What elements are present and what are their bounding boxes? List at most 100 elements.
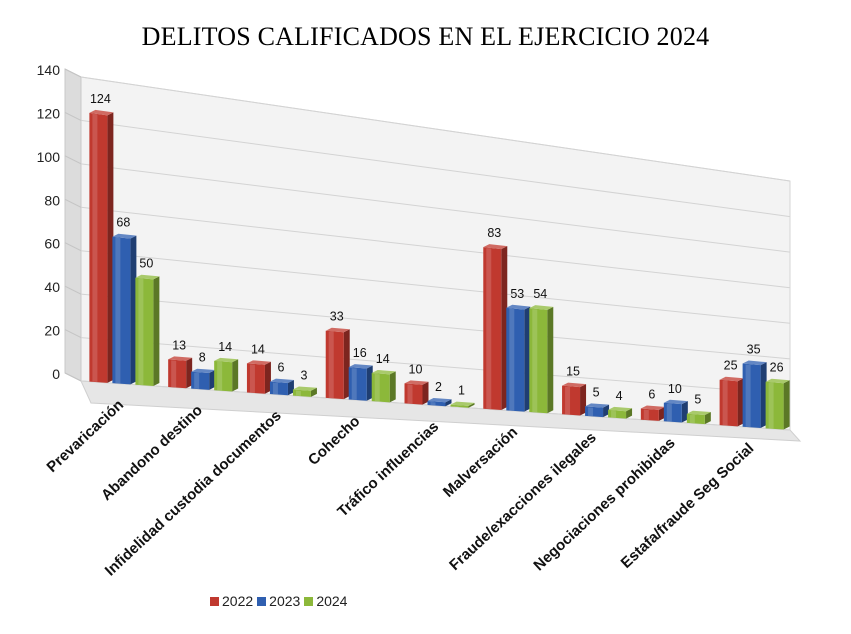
bar-side <box>232 359 239 392</box>
data-label: 33 <box>330 310 344 324</box>
bar-front <box>450 404 469 408</box>
bar-top <box>168 356 193 361</box>
bar-2023 <box>663 399 688 423</box>
bar-2022 <box>325 327 350 400</box>
bar-front <box>663 402 682 423</box>
bar-highlight <box>92 113 98 382</box>
bar-side <box>186 357 193 389</box>
bar-front <box>89 112 108 383</box>
bar-2024 <box>765 378 790 430</box>
bar-side <box>422 381 429 405</box>
y-tick-label: 100 <box>37 149 61 165</box>
bar-side <box>153 276 160 387</box>
data-label: 2 <box>435 380 442 394</box>
gridline <box>80 293 791 360</box>
data-label: 14 <box>218 340 232 354</box>
bar-top <box>529 305 554 310</box>
bar-top <box>719 376 744 382</box>
bar-2023 <box>427 397 452 407</box>
legend-swatch <box>304 596 314 606</box>
bar-front <box>742 363 761 428</box>
data-label: 16 <box>353 346 367 360</box>
bar-highlight <box>722 380 728 426</box>
bar-top <box>483 244 508 250</box>
bar-highlight <box>272 382 278 395</box>
bar-side <box>264 361 271 394</box>
bar-front <box>112 236 131 385</box>
gridline-side <box>64 285 82 295</box>
gridline-side <box>64 68 82 78</box>
chart-title: DELITOS CALIFICADOS EN EL EJERCICIO 2024 <box>141 22 710 51</box>
bar-top <box>191 368 216 374</box>
bar-top <box>427 397 452 403</box>
bar-top <box>585 403 610 408</box>
bar-side <box>524 306 531 412</box>
bar-highlight <box>453 405 459 407</box>
bar-side <box>287 379 294 396</box>
legend-item: 2024 <box>304 593 347 609</box>
gridline-side <box>64 329 82 339</box>
bar-highlight <box>138 278 144 386</box>
bar-highlight <box>328 331 334 399</box>
bar-side <box>445 399 452 407</box>
bar-side <box>580 384 587 416</box>
bar-front <box>562 385 581 416</box>
bar-2024 <box>214 357 239 392</box>
data-label: 5 <box>694 393 701 407</box>
gridline <box>80 250 791 324</box>
gridline-side <box>64 242 82 252</box>
bar-top <box>214 357 239 363</box>
bar-highlight <box>351 368 357 400</box>
bar-front <box>506 307 525 412</box>
data-label: 8 <box>199 351 206 365</box>
bar-top <box>450 401 475 406</box>
gridline-side <box>64 155 82 165</box>
bar-front <box>325 330 344 400</box>
bar-top <box>562 382 587 388</box>
bar-side <box>468 402 475 408</box>
y-tick-label: 60 <box>44 236 60 252</box>
data-label: 124 <box>90 92 111 106</box>
bar-front <box>719 379 738 427</box>
data-label: 83 <box>487 226 501 240</box>
bar-front <box>135 277 154 387</box>
bar-side <box>310 387 317 397</box>
bar-front <box>529 308 548 414</box>
bar-top <box>742 360 767 366</box>
legend-label: 2022 <box>222 593 254 609</box>
gridline-side <box>64 372 82 382</box>
bar-highlight <box>115 237 121 384</box>
bar-front <box>348 367 367 401</box>
bar-2024 <box>371 369 396 403</box>
y-tick-label: 80 <box>44 192 60 208</box>
bar-2023 <box>348 364 373 401</box>
bar-front <box>269 381 288 396</box>
category-label: Fraude/exacciones ilegales <box>446 429 600 574</box>
legend-item: 2023 <box>257 593 300 609</box>
y-tick-label: 120 <box>37 105 61 121</box>
bar-highlight <box>745 364 751 428</box>
bar-highlight <box>611 410 617 418</box>
bar-top <box>506 304 531 310</box>
bar-highlight <box>666 403 672 422</box>
bar-2024 <box>529 305 554 414</box>
y-tick-label: 40 <box>44 279 60 295</box>
gridline <box>80 163 791 253</box>
bar-front <box>191 371 210 390</box>
bar-2022 <box>246 360 271 394</box>
data-label: 14 <box>376 352 390 366</box>
bar-side <box>626 408 633 419</box>
bar-side <box>737 378 744 427</box>
data-label: 53 <box>510 287 524 301</box>
category-label: Negociaciones prohibidas <box>530 434 678 574</box>
bar-2022 <box>640 405 665 421</box>
data-label: 26 <box>770 361 784 375</box>
bar-highlight <box>217 361 223 391</box>
data-label: 35 <box>747 343 761 357</box>
bar-top <box>663 399 688 405</box>
data-label: 54 <box>533 287 547 301</box>
bar-2022 <box>719 376 744 427</box>
bar-highlight <box>486 248 492 410</box>
